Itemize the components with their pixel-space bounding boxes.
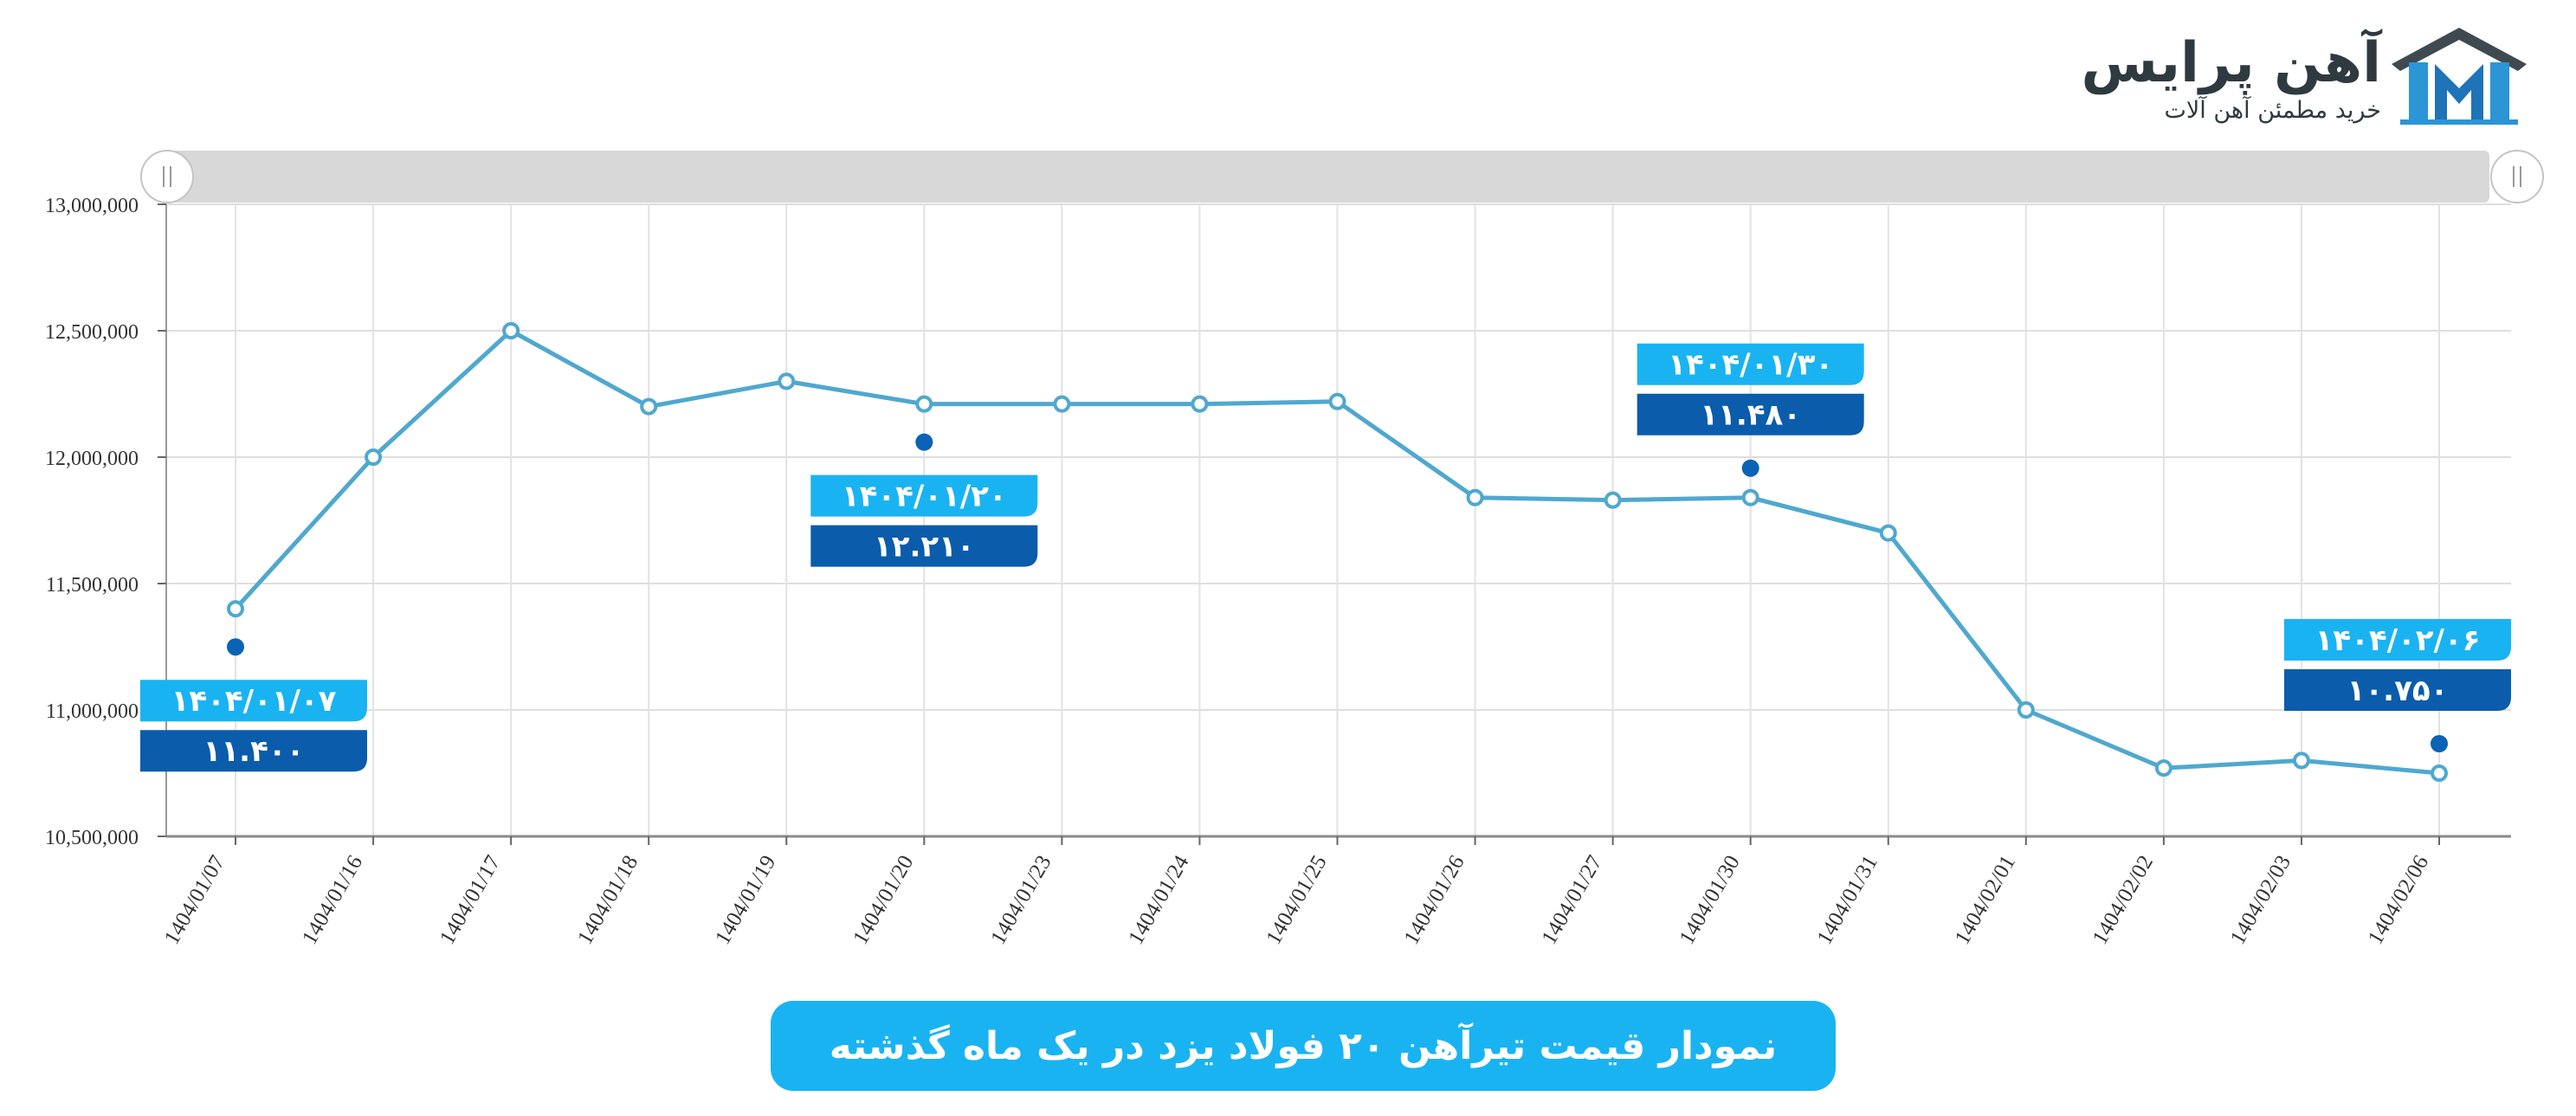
y-tick-label: 12,500,000 [45,321,139,344]
annotation-price-tag: ۱۰.۷۵۰ [2284,669,2511,711]
annotation-date-tag-text: ۱۴۰۴/۰۱/۳۰ [1668,348,1833,383]
brand-logo: آهن پرایس خرید مطمئن آهن آلات [2082,24,2528,132]
x-tick-label: 1404/01/27 [1537,852,1606,949]
annotation-date-tag-text: ۱۴۰۴/۰۱/۲۰ [842,480,1007,514]
annotation-price-tag-text: ۱۲.۲۱۰ [874,530,975,564]
annotation-price-tag: ۱۱.۴۰۰ [140,730,367,772]
y-axis-ticks: 10,500,000 11,000,000 11,500,000 12,000,000… [45,195,166,849]
price-annotations: ۱۴۰۴/۰۱/۰۷ ۱۱.۴۰۰ ۱۴۰۴/۰۱/۲۰ ۱۲.۲۱۰ ۱۴۰۴/۰۱/… [140,343,2511,772]
x-tick-label: 1404/01/26 [1399,852,1469,949]
annotation-dot [2431,735,2448,752]
chart-title: نمودار قیمت تیرآهن ۲۰ فولاد یزد در یک ما… [829,1023,1778,1068]
data-point[interactable] [2292,752,2310,770]
data-point[interactable] [1604,491,1622,509]
x-axis-ticks: 1404/01/07 1404/01/16 1404/01/17 1404/01/18… [160,836,2440,949]
x-tick-label: 1404/02/03 [2226,852,2295,949]
price-series [227,322,2448,782]
x-tick-label: 1404/02/02 [2089,852,2158,949]
data-point[interactable] [1466,488,1484,506]
brand-name: آهن پرایس [2081,31,2381,95]
range-navigator [140,150,2544,203]
x-tick-label: 1404/01/16 [298,852,367,949]
x-tick-label: 1404/02/06 [2364,852,2433,949]
house-logo-icon [2392,28,2527,125]
annotation-dot [227,638,244,656]
x-tick-label: 1404/01/30 [1675,852,1745,949]
data-point[interactable] [1191,395,1209,413]
x-tick-label: 1404/01/19 [711,852,780,949]
data-point[interactable] [1053,395,1071,413]
annotation-date-tag: ۱۴۰۴/۰۲/۰۶ [2284,619,2511,661]
annotation-price-tag-text: ۱۱.۴۰۰ [203,734,305,769]
navigator-bar [169,151,2489,203]
data-point[interactable] [2154,759,2172,777]
annotation-dot [915,433,933,451]
x-tick-label: 1404/01/18 [573,852,642,949]
y-tick-label: 10,500,000 [45,827,139,849]
data-point[interactable] [502,322,520,339]
data-point[interactable] [365,448,383,466]
annotation-price-tag: ۱۱.۴۸۰ [1637,393,1864,435]
annotation-price-tag-text: ۱۱.۴۸۰ [1700,398,1801,433]
annotation-date-tag-text: ۱۴۰۴/۰۲/۰۶ [2315,623,2481,658]
annotation-dot [1741,459,1759,477]
x-tick-label: 1404/01/17 [436,852,505,949]
data-point[interactable] [915,395,933,413]
x-tick-label: 1404/01/07 [160,852,229,949]
navigator-left-handle[interactable] [140,150,194,203]
data-point[interactable] [1741,488,1759,506]
x-tick-label: 1404/01/23 [986,852,1056,949]
axes [165,204,2511,838]
x-tick-label: 1404/01/20 [849,852,918,949]
brand-tagline: خرید مطمئن آهن آلات [2164,97,2381,124]
annotation-date-tag-text: ۱۴۰۴/۰۱/۰۷ [171,684,337,719]
grid-lines [166,203,2511,837]
x-tick-label: 1404/01/24 [1124,851,1194,949]
annotation-date-tag: ۱۴۰۴/۰۱/۰۷ [140,680,367,722]
annotation-date-tag: ۱۴۰۴/۰۱/۳۰ [1637,343,1864,385]
navigator-right-handle[interactable] [2490,150,2544,203]
data-point[interactable] [1879,524,1897,542]
data-point[interactable] [227,600,244,618]
y-tick-label: 13,000,000 [45,195,139,217]
y-tick-label: 12,000,000 [45,448,139,470]
brand-text: آهن پرایس خرید مطمئن آهن آلات [2082,31,2381,126]
annotation-price-tag-text: ۱۰.۷۵۰ [2347,674,2449,708]
annotation-date-tag: ۱۴۰۴/۰۱/۲۰ [810,474,1038,517]
data-point[interactable] [640,397,658,416]
y-tick-label: 11,000,000 [46,700,139,723]
y-tick-label: 11,500,000 [46,574,139,597]
data-point[interactable] [778,372,796,390]
x-tick-label: 1404/02/01 [1951,852,2020,949]
annotation-price-tag: ۱۲.۲۱۰ [810,525,1038,567]
x-tick-label: 1404/01/25 [1262,852,1331,949]
data-point[interactable] [2431,764,2448,782]
x-tick-label: 1404/01/31 [1813,852,1882,949]
chart-title-banner: نمودار قیمت تیرآهن ۲۰ فولاد یزد در یک ما… [771,1001,1836,1091]
data-point[interactable] [2017,701,2035,719]
data-point[interactable] [1328,392,1346,410]
